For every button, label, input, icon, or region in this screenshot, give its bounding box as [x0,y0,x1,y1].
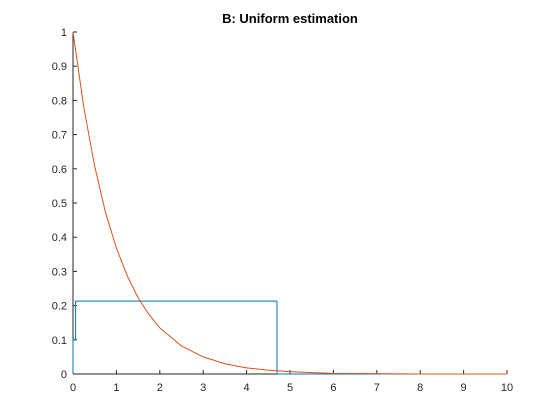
y-tick-label: 0 [61,369,67,381]
x-tick-label: 10 [501,382,513,394]
x-tick-label: 3 [200,382,206,394]
y-tick-label: 0.1 [52,335,67,347]
x-tick-label: 0 [70,382,76,394]
y-tick-label: 1 [61,27,67,39]
y-tick-label: 0.3 [52,266,67,278]
y-tick-label: 0.2 [52,301,67,313]
x-tick-label: 2 [157,382,163,394]
chart-title: B: Uniform estimation [222,11,358,26]
y-tick-label: 0.8 [52,95,67,107]
x-tick-label: 5 [287,382,293,394]
x-tick-label: 9 [461,382,467,394]
x-tick-label: 7 [374,382,380,394]
x-tick-label: 8 [417,382,423,394]
y-tick-label: 0.6 [52,164,67,176]
x-tick-label: 1 [113,382,119,394]
axes: 0 1 2 3 4 5 6 7 8 9 10 0 0.1 0.2 0.3 0.4 0.5 0.6 0.7 0.8 0.9… [52,27,513,394]
y-tick-label: 0.9 [52,61,67,73]
plot-area [72,31,507,375]
series-line-2 [72,31,507,375]
y-tick-label: 0.5 [52,198,67,210]
y-tick-label: 0.7 [52,130,67,142]
series-line-1 [72,300,507,375]
x-tick-label: 4 [244,382,250,394]
y-tick-label: 0.4 [52,232,67,244]
x-tick-label: 6 [330,382,336,394]
